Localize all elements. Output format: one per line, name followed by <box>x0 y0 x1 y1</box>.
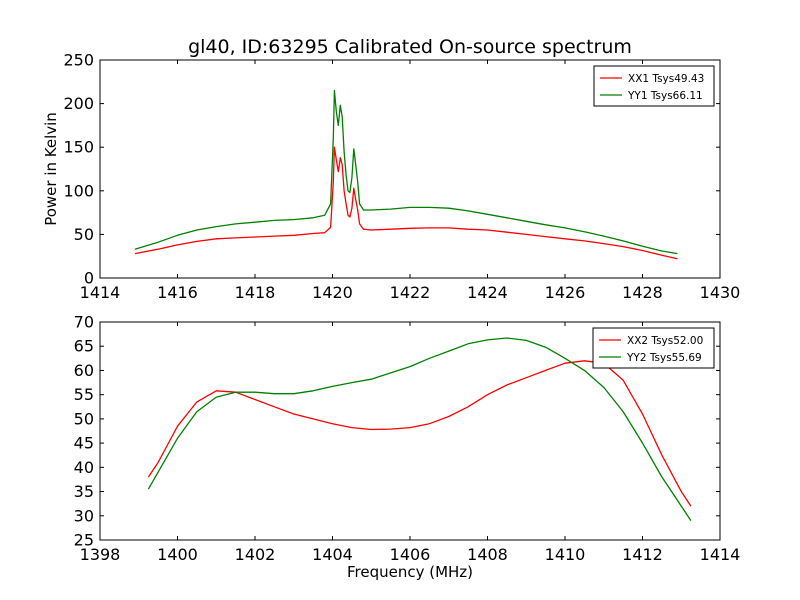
top-x-tick-label: 1416 <box>157 283 198 302</box>
bottom-y-tick-label: 55 <box>74 385 94 404</box>
bottom-y-tick-label: 35 <box>74 482 94 501</box>
top-series-line-1 <box>134 146 678 260</box>
top-y-tick-label: 200 <box>63 94 94 113</box>
top-y-tick-label: 100 <box>63 181 94 200</box>
bottom-x-tick-label: 1404 <box>312 545 353 564</box>
top-y-axis-label: Power in Kelvin <box>42 112 60 226</box>
bottom-legend-label-2: YY2 Tsys55.69 <box>626 352 702 364</box>
bottom-y-tick-label: 65 <box>74 337 94 356</box>
top-y-tick-label: 250 <box>63 51 94 70</box>
top-legend-label-2: YY1 Tsys66.11 <box>627 90 703 102</box>
bottom-x-axis-label: Frequency (MHz) <box>347 563 473 581</box>
top-x-tick-label: 1426 <box>545 283 586 302</box>
bottom-x-tick-label: 1410 <box>545 545 586 564</box>
bottom-x-tick-label: 1414 <box>700 545 741 564</box>
bottom-y-tick-label: 40 <box>74 458 94 477</box>
bottom-y-tick-label: 25 <box>74 531 94 550</box>
top-x-tick-label: 1428 <box>622 283 663 302</box>
top-y-tick-label: 50 <box>74 225 94 244</box>
bottom-y-tick-label: 60 <box>74 361 94 380</box>
top-plot: 1414 1416 1418 1420 1422 1424 1426 1428 1430 0 50 1… <box>63 51 740 303</box>
bottom-x-tick-label: 1402 <box>235 545 276 564</box>
bottom-y-tick-label: 70 <box>74 313 94 332</box>
top-x-tick-label: 1414 <box>80 283 121 302</box>
bottom-plot: 1398 1400 1402 1404 1406 1408 1410 1412 1414 25 30… <box>74 313 741 565</box>
bottom-x-tick-label: 1398 <box>80 545 121 564</box>
top-y-tick-label: 150 <box>63 138 94 157</box>
top-x-tick-label: 1420 <box>312 283 353 302</box>
chart-title: gl40, ID:63295 Calibrated On-source spec… <box>188 36 632 58</box>
bottom-y-tick-label: 30 <box>74 506 94 525</box>
top-x-tick-label: 1424 <box>467 283 508 302</box>
bottom-x-tick-label: 1412 <box>622 545 663 564</box>
bottom-y-tick-label: 45 <box>74 434 94 453</box>
bottom-x-tick-label: 1406 <box>390 545 431 564</box>
bottom-x-tick-label: 1408 <box>467 545 508 564</box>
bottom-legend-box <box>592 327 715 369</box>
top-series-line-2 <box>134 89 678 255</box>
top-legend-box <box>593 65 715 107</box>
top-x-tick-label: 1418 <box>235 283 276 302</box>
top-x-tick-label: 1422 <box>390 283 431 302</box>
bottom-y-tick-label: 50 <box>74 409 94 428</box>
bottom-x-tick-label: 1400 <box>157 545 198 564</box>
top-legend-label-1: XX1 Tsys49.43 <box>628 73 704 85</box>
bottom-series-line-2 <box>147 337 692 521</box>
bottom-legend-label-1: XX2 Tsys52.00 <box>627 335 703 347</box>
top-x-tick-label: 1430 <box>700 283 741 302</box>
top-y-tick-label: 0 <box>84 269 94 288</box>
